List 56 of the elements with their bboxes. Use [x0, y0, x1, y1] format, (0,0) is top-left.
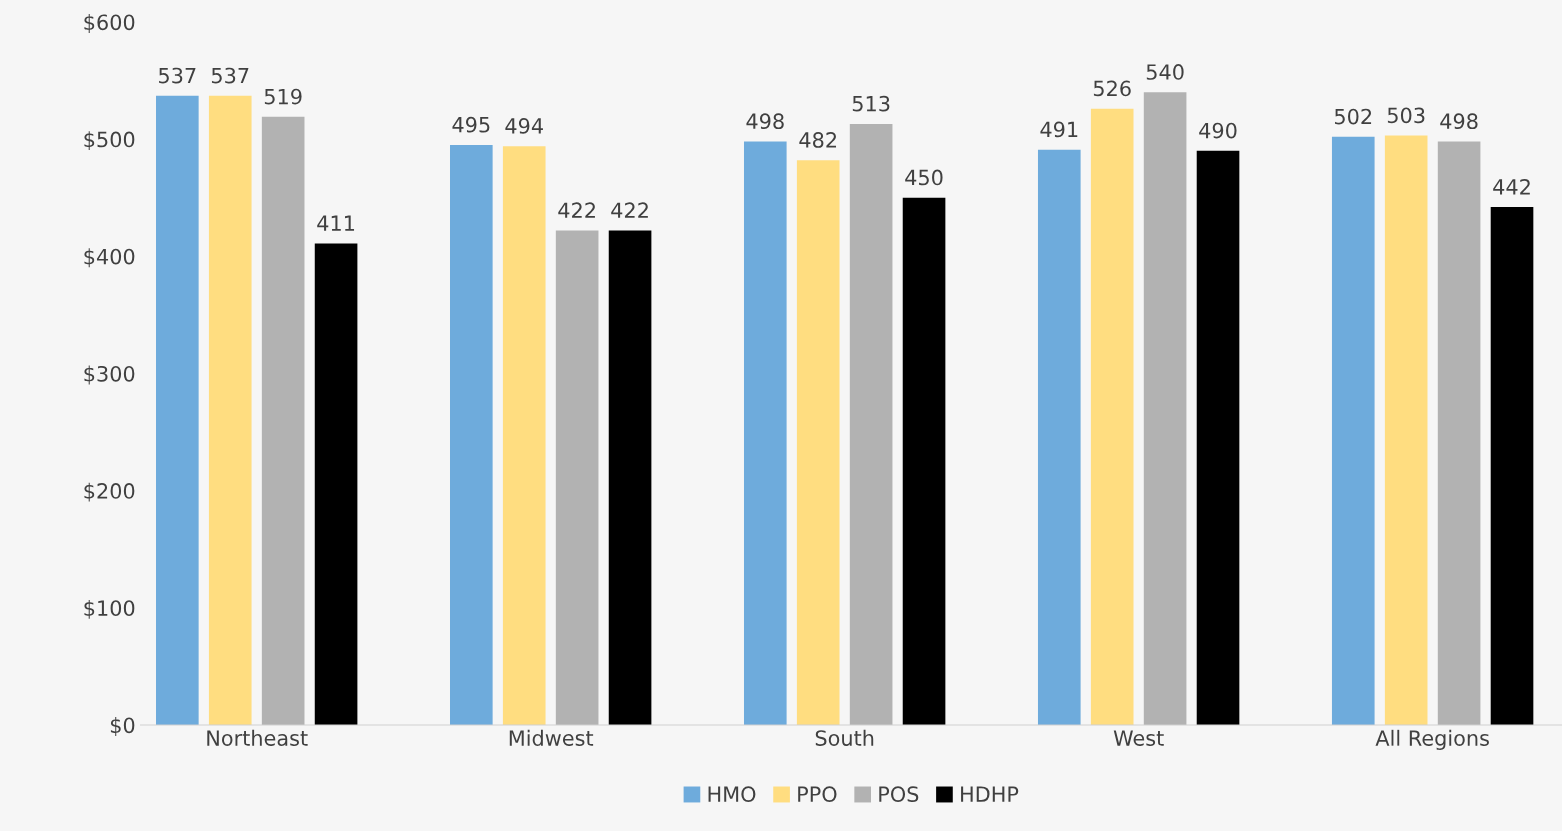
- data-label: 540: [1146, 64, 1184, 80]
- data-label: 491: [1040, 121, 1078, 138]
- data-label: 526: [1093, 80, 1131, 97]
- bar: [849, 123, 893, 725]
- x-tick-label: West: [1113, 730, 1164, 746]
- data-label: 537: [159, 67, 196, 84]
- legend-label: POS: [879, 786, 919, 803]
- bar: [1037, 149, 1081, 725]
- bar: [1331, 136, 1375, 725]
- data-label: 450: [905, 169, 943, 186]
- bar: [208, 95, 252, 725]
- bar: [796, 160, 840, 725]
- legend-label: HDHP: [961, 786, 1019, 802]
- data-label: 513: [852, 95, 890, 112]
- bar: [314, 243, 358, 725]
- data-label: 422: [558, 202, 595, 218]
- data-label: 519: [264, 88, 302, 105]
- y-tick-label: $500: [84, 131, 135, 151]
- data-label: 537: [211, 67, 249, 84]
- y-tick-label: $200: [84, 482, 135, 502]
- bar: [1437, 141, 1481, 725]
- bar: [502, 146, 546, 725]
- bar: [743, 141, 787, 725]
- bar: [1143, 92, 1187, 725]
- x-tick-label: All Regions: [1375, 729, 1489, 750]
- data-label: 503: [1387, 107, 1425, 124]
- data-label: 490: [1199, 122, 1237, 139]
- bar: [555, 230, 599, 725]
- x-tick-label: South: [815, 729, 874, 746]
- legend-label: PPO: [798, 786, 837, 803]
- bar: [156, 95, 199, 725]
- data-label: 498: [1440, 113, 1478, 130]
- bar: [1384, 135, 1428, 725]
- bar: [1090, 108, 1134, 725]
- bar: [261, 116, 305, 725]
- legend-label: HMO: [708, 786, 756, 803]
- bar: [450, 144, 493, 725]
- bar: [1490, 207, 1534, 725]
- bar: [902, 197, 946, 725]
- bar: [608, 230, 652, 725]
- x-tick-label: Midwest: [509, 729, 594, 746]
- data-label: 495: [452, 116, 490, 133]
- data-label: 498: [746, 113, 784, 130]
- y-tick-label: $600: [84, 14, 135, 33]
- data-label: 442: [1493, 178, 1530, 195]
- data-label: 502: [1335, 108, 1372, 125]
- y-tick-label: $0: [110, 717, 135, 736]
- data-label: 422: [611, 202, 648, 218]
- x-tick-label: Northeast: [207, 729, 308, 746]
- y-tick-label: $100: [84, 599, 135, 619]
- data-label: 494: [505, 118, 543, 134]
- y-tick-label: $400: [84, 248, 135, 268]
- y-tick-label: $300: [84, 365, 135, 385]
- bar: [1196, 150, 1240, 725]
- data-label: 482: [799, 132, 837, 148]
- data-label: 411: [317, 215, 355, 231]
